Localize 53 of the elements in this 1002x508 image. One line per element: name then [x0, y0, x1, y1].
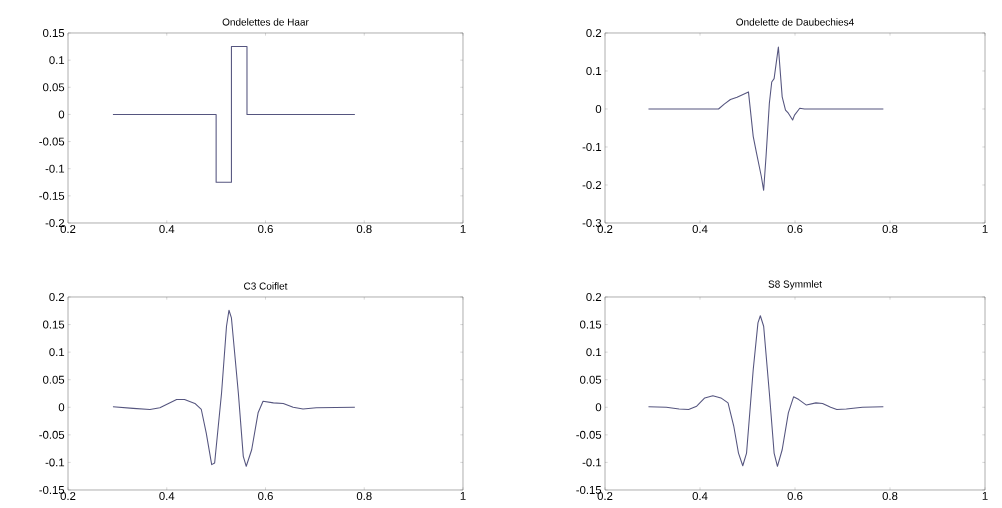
y-tick-label: -0.15 [39, 191, 65, 200]
y-tick-label: -0.15 [39, 485, 65, 494]
x-tick-label: 1 [982, 492, 988, 500]
x-tick-label: 0.8 [356, 492, 372, 501]
x-tick-label: 0.8 [882, 492, 898, 501]
y-tick-label: -0.1 [45, 164, 65, 173]
x-tick-label: 0.6 [787, 492, 803, 501]
x-tick-label: 0.6 [258, 225, 273, 234]
y-tick-label: -0.15 [576, 485, 602, 494]
y-tick-label: 0 [595, 104, 602, 113]
chart-title: Ondelette de Daubechies4 [736, 18, 854, 26]
y-tick-label: -0.1 [582, 142, 602, 151]
y-tick-label: 0.05 [43, 375, 65, 384]
chart-title: S8 Symmlet [768, 280, 822, 290]
line-series [112, 309, 356, 467]
y-tick-label: -0.2 [45, 218, 65, 227]
x-tick-label: 1 [982, 225, 988, 233]
y-tick-label: -0.05 [39, 137, 65, 146]
x-tick-label: 0.4 [692, 492, 708, 501]
line-series [647, 315, 884, 467]
y-tick-label: 0 [595, 403, 602, 412]
y-tick-label: -0.1 [582, 458, 602, 467]
x-tick-label: 0.8 [356, 225, 372, 234]
y-tick-label: 0 [58, 110, 65, 119]
y-tick-label: -0.05 [39, 430, 65, 439]
x-tick-label: 0.4 [159, 492, 175, 501]
y-tick-label: 0.15 [580, 320, 602, 329]
y-tick-label: 0 [58, 403, 65, 412]
y-tick-label: 0.05 [43, 83, 65, 92]
y-tick-label: -0.1 [45, 458, 65, 467]
x-tick-label: 0.4 [159, 225, 175, 234]
chart-title: C3 Coiflet [244, 282, 288, 290]
y-tick-label: 0.15 [43, 320, 65, 329]
y-tick-label: 0.2 [586, 292, 602, 301]
chart-title: Ondelettes de Haar [222, 18, 309, 26]
y-tick-label: -0.3 [582, 218, 602, 227]
y-tick-label: 0.2 [586, 28, 602, 37]
y-tick-label: -0.05 [576, 430, 602, 439]
y-tick-label: 0.2 [49, 292, 65, 301]
y-tick-label: 0.1 [49, 348, 65, 357]
y-tick-label: 0.1 [586, 348, 602, 357]
y-tick-label: 0.05 [580, 375, 602, 384]
y-tick-label: -0.2 [582, 180, 602, 189]
x-tick-label: 1 [460, 492, 466, 500]
y-tick-label: 0.1 [586, 66, 602, 75]
x-tick-label: 1 [460, 225, 466, 233]
x-tick-label: 0.8 [882, 225, 898, 234]
y-tick-label: 0.1 [49, 56, 65, 65]
line-series [647, 46, 884, 191]
x-tick-label: 0.4 [692, 225, 708, 234]
x-tick-label: 0.6 [258, 492, 273, 501]
x-tick-label: 0.6 [787, 225, 803, 234]
y-tick-label: 0.15 [43, 28, 65, 37]
